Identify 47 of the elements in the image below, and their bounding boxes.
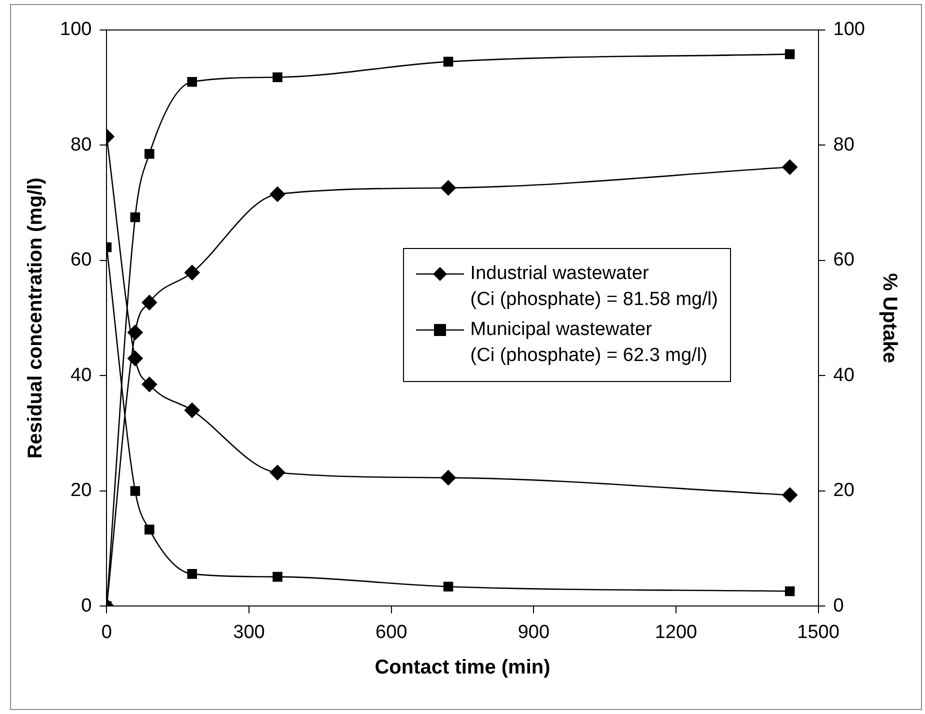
y-tick-label: 100 — [60, 19, 92, 40]
point — [270, 464, 286, 480]
point — [144, 524, 154, 534]
y2-tick-label: 60 — [833, 250, 854, 271]
point — [128, 324, 143, 340]
y2-tick-label: 20 — [833, 480, 854, 502]
point — [142, 294, 158, 310]
point — [782, 487, 798, 503]
y2-tick-label: 0 — [833, 595, 844, 616]
point — [784, 586, 795, 596]
point — [130, 486, 140, 496]
point — [272, 72, 282, 82]
point — [782, 159, 798, 175]
x-tick-label: 300 — [233, 622, 265, 643]
point — [128, 350, 143, 366]
point — [270, 186, 286, 202]
y-tick-label: 80 — [70, 134, 92, 156]
point — [144, 148, 154, 159]
point — [440, 180, 456, 196]
point — [272, 572, 282, 582]
legend-label: Industrial wastewater (Ci (phosphate) = 81.58 mg/l) — [470, 262, 718, 312]
point — [187, 76, 197, 87]
y2-tick-label: 40 — [833, 364, 854, 386]
y2-axis-title: % Uptake — [878, 273, 900, 364]
y2-tick-label: 80 — [833, 134, 854, 156]
point — [187, 569, 197, 579]
x-tick-label: 0 — [101, 622, 112, 643]
point — [184, 264, 200, 280]
point — [443, 582, 454, 592]
y-tick-label: 40 — [70, 364, 92, 386]
x-tick-label: 900 — [518, 622, 550, 643]
y-tick-label: 60 — [70, 250, 92, 271]
x-axis-title: Contact time (min) — [374, 656, 550, 679]
point — [130, 212, 140, 222]
point — [443, 56, 454, 67]
point — [184, 402, 200, 418]
point — [784, 49, 795, 60]
y2-tick-label: 100 — [833, 19, 865, 40]
y-axis-title: Residual concentration (mg/l) — [24, 178, 47, 459]
y-tick-label: 20 — [70, 480, 92, 502]
x-tick-label: 600 — [375, 622, 408, 643]
x-tick-label: 1500 — [797, 622, 840, 643]
y-tick-label: 0 — [81, 595, 92, 616]
x-tick-label: 1200 — [654, 622, 698, 643]
point — [142, 376, 158, 392]
legend-label: Municipal wastewater (Ci (phosphate) = 62.3 mg/l) — [470, 318, 708, 368]
point — [440, 470, 456, 486]
